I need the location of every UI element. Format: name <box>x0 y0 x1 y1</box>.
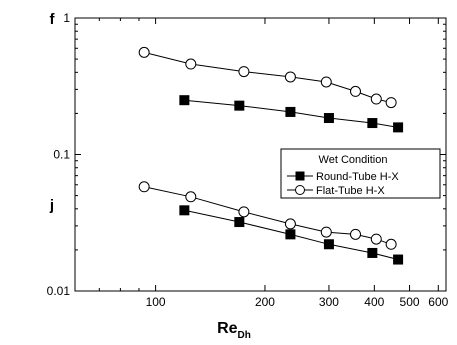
data-point-flat-tube-f <box>370 93 382 105</box>
x-tick-label: 500 <box>400 295 420 309</box>
legend-label-flat: Flat-Tube H-X <box>316 185 385 197</box>
data-point-round-tube-f <box>179 95 190 106</box>
data-point-round-tube-j <box>393 254 404 265</box>
y-tick-label: 0.1 <box>53 148 70 162</box>
data-point-round-tube-f <box>367 118 378 129</box>
legend: Wet Condition Round-Tube H-X Flat-Tube H… <box>280 148 441 199</box>
data-point-round-tube-j <box>285 229 296 240</box>
x-tick-label: 600 <box>428 295 448 309</box>
data-point-round-tube-f <box>393 122 404 133</box>
data-point-flat-tube-f <box>320 76 332 88</box>
data-point-flat-tube-f <box>284 71 296 83</box>
data-point-flat-tube-f <box>138 46 150 58</box>
data-point-round-tube-j <box>234 217 245 228</box>
data-point-round-tube-f <box>285 106 296 117</box>
x-axis-label: ReDh <box>217 320 251 341</box>
x-axis-label-main: Re <box>217 320 238 337</box>
y-axis-label-j: j <box>49 197 54 214</box>
data-point-flat-tube-j <box>370 233 382 245</box>
y-axis-label-f: f <box>50 11 56 28</box>
data-point-flat-tube-j <box>320 226 332 238</box>
data-point-flat-tube-j <box>185 191 197 203</box>
legend-title: Wet Condition <box>319 154 388 166</box>
data-point-flat-tube-j <box>284 218 296 230</box>
data-point-round-tube-j <box>323 239 334 250</box>
data-point-flat-tube-f <box>385 97 397 109</box>
data-point-flat-tube-j <box>238 206 250 218</box>
y-tick-label: 0.01 <box>47 284 71 298</box>
series-layer <box>138 46 404 265</box>
data-point-round-tube-j <box>179 205 190 216</box>
legend-marker-round <box>295 171 305 181</box>
legend-marker-flat <box>295 185 305 195</box>
x-tick-label: 300 <box>319 295 339 309</box>
legend-label-round: Round-Tube H-X <box>316 171 399 183</box>
data-point-round-tube-j <box>367 247 378 258</box>
data-point-round-tube-f <box>323 113 334 124</box>
data-point-flat-tube-f <box>238 66 250 78</box>
y-tick-label: 1 <box>63 11 70 25</box>
data-point-round-tube-f <box>234 100 245 111</box>
data-point-flat-tube-f <box>349 85 361 97</box>
axis-ticks: 100 200 300 400 500 600 0.01 0.1 1 <box>47 11 449 309</box>
data-point-flat-tube-j <box>138 181 150 193</box>
x-tick-label: 100 <box>146 295 166 309</box>
data-point-flat-tube-j <box>349 228 361 240</box>
data-point-flat-tube-j <box>385 238 397 250</box>
x-tick-label: 400 <box>364 295 384 309</box>
x-tick-label: 200 <box>255 295 275 309</box>
data-point-flat-tube-f <box>185 58 197 70</box>
x-axis-label-sub: Dh <box>238 330 251 341</box>
